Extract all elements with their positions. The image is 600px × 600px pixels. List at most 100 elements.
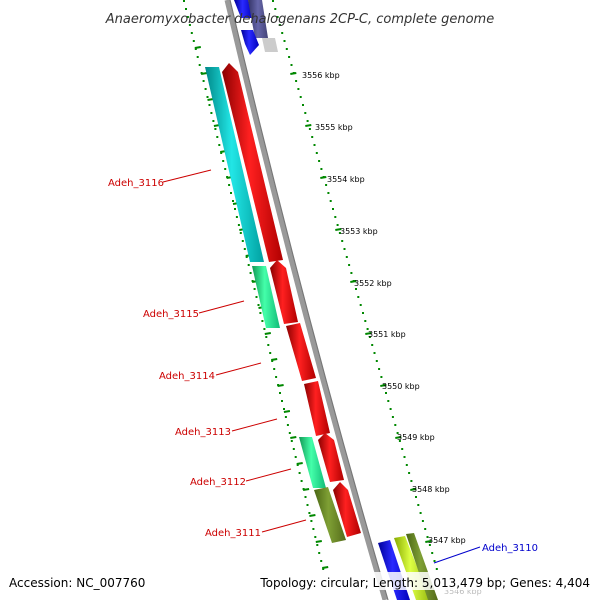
scale-ring-dot: [364, 320, 367, 322]
outer-ring-dot: [304, 496, 307, 498]
outer-ring-dot: [310, 520, 313, 522]
scale-ring-tick: [395, 436, 402, 439]
scale-ring-dot: [306, 120, 309, 122]
scale-ring-dot: [276, 16, 279, 18]
gene-adeh-3113-cds: [304, 381, 330, 436]
outer-ring-dot: [253, 288, 256, 290]
scale-ring-tick: [290, 72, 297, 75]
label-leader-adeh-3113: [231, 418, 278, 432]
gene-adeh-3116-cog: [205, 67, 264, 262]
scale-ring-dot: [380, 376, 383, 378]
scale-ring-dot: [373, 352, 376, 354]
scale-ring-dot: [313, 144, 316, 146]
outer-ring-dot: [214, 128, 217, 130]
scale-ring-dot: [415, 496, 417, 498]
scale-ring-dot: [320, 168, 323, 170]
scale-ring-dot: [288, 56, 291, 58]
scale-ring-tick: [425, 540, 432, 543]
scale-ring-tick: [410, 488, 417, 491]
gene-label-adeh-3112: Adeh_3112: [190, 477, 246, 488]
scale-ring-dot: [302, 104, 304, 106]
scale-ring-dot: [378, 368, 381, 370]
outer-ring-dot: [306, 504, 309, 506]
outer-ring-dot: [224, 168, 227, 170]
gene-label-adeh-3116: Adeh_3116: [108, 178, 164, 189]
scale-ring-dot: [325, 184, 328, 186]
outer-ring-dot: [220, 152, 223, 154]
scale-ring-dot: [426, 536, 429, 538]
map-title: Anaeromyxobacter dehalogenans 2CP-C, com…: [105, 12, 494, 27]
outer-ring-tick: [271, 358, 278, 361]
scale-ring-tick: [380, 384, 387, 387]
backbone-line: [224, 0, 388, 600]
scale-ring-dot: [345, 256, 348, 258]
footer-background: [0, 572, 600, 590]
outer-ring-dot: [261, 320, 264, 322]
scale-label-3553: 3553 kbp: [340, 227, 378, 236]
scale-ring-dot: [424, 528, 427, 530]
scale-ring-dot: [419, 512, 422, 514]
scale-label-3546: 3546 kbp: [444, 587, 482, 596]
outer-ring-dot: [294, 456, 297, 458]
scale-ring-dot: [304, 112, 307, 114]
outer-ring-dot: [255, 296, 258, 298]
scale-label-3547: 3547 kbp: [428, 536, 466, 545]
outer-ring-dot: [222, 160, 225, 162]
scale-ring-dot: [394, 424, 397, 426]
outer-ring-dot: [286, 424, 289, 426]
outer-ring-dot: [265, 336, 268, 338]
outer-ring-dot: [183, 0, 185, 2]
scale-ring-dot: [341, 240, 344, 242]
scale-ring-dot: [278, 24, 281, 26]
outer-ring-dot: [275, 376, 278, 378]
outer-ring-dot: [230, 192, 232, 194]
gene-adeh-3114-cds: [286, 323, 316, 381]
outer-ring-dot: [271, 360, 274, 362]
scale-ring-dot: [334, 216, 337, 218]
outer-ring-dot: [312, 528, 315, 530]
label-leader-adeh-3114: [215, 362, 262, 376]
gene-feature-top-grey: [262, 38, 278, 52]
label-leader-adeh-3116: [162, 169, 212, 183]
scale-ring-dot: [311, 136, 314, 138]
gene-label-adeh-3114: Adeh_3114: [159, 371, 215, 382]
outer-ring-dot: [202, 80, 205, 82]
outer-ring-dot: [314, 536, 317, 538]
scale-ring-tick: [335, 228, 342, 231]
outer-ring-dot: [239, 232, 242, 234]
outer-ring-dot: [243, 248, 246, 250]
outer-ring-dot: [273, 368, 276, 370]
outer-ring-dot: [267, 344, 270, 346]
scale-ring-dot: [336, 224, 339, 226]
label-leader-adeh-3112: [245, 468, 292, 482]
outer-ring-dot: [269, 352, 272, 354]
scale-ring-dot: [327, 192, 330, 194]
scale-label-3551: 3551 kbp: [368, 330, 406, 339]
scale-ring-dot: [318, 160, 321, 162]
outer-ring-dot: [279, 392, 281, 394]
scale-ring-dot: [332, 208, 334, 210]
scale-ring-dot: [290, 64, 293, 66]
scale-ring-tick: [350, 280, 357, 283]
scale-ring-tick: [305, 124, 312, 127]
outer-ring-dot: [316, 544, 319, 546]
scale-ring-dot: [338, 232, 341, 234]
scale-ring-dot: [299, 96, 302, 98]
gene-adeh-3111-cog: [314, 487, 346, 543]
outer-ring-dot: [247, 264, 250, 266]
scale-ring-dot: [410, 480, 413, 482]
scale-ring-dot: [391, 416, 394, 418]
outer-ring-dot: [196, 56, 199, 58]
scale-label-3556: 3556 kbp: [302, 71, 340, 80]
scale-ring-dot: [405, 464, 408, 466]
outer-ring-tick: [302, 488, 310, 491]
scale-ring-dot: [368, 336, 371, 338]
scale-ring-dot: [283, 40, 286, 42]
outer-ring-dot: [232, 200, 234, 202]
outer-ring-dot: [198, 64, 201, 66]
scale-ring-dot: [375, 360, 378, 362]
gene-label-adeh-3113: Adeh_3113: [175, 427, 231, 438]
scale-label-3550: 3550 kbp: [382, 382, 420, 391]
scale-label-3554: 3554 kbp: [327, 175, 365, 184]
scale-ring-dot: [401, 448, 404, 450]
